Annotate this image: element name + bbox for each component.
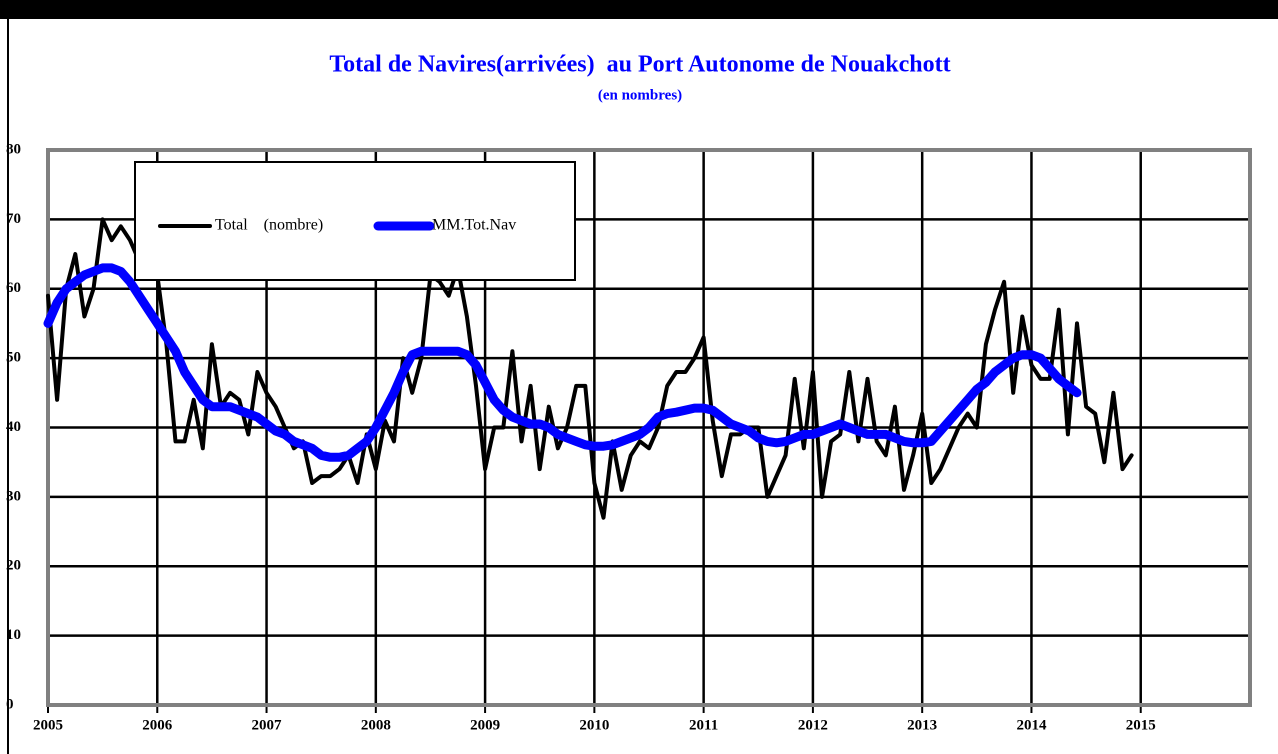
- legend-box: [134, 161, 576, 281]
- x-tick-label: 2012: [798, 717, 828, 733]
- x-tick-label: 2005: [33, 717, 63, 733]
- series-line: [46, 217, 1134, 520]
- x-tick-label: 2011: [689, 717, 718, 733]
- top-bar: [0, 0, 1278, 19]
- x-tick-label: 2010: [579, 717, 609, 733]
- x-tick-label: 2009: [470, 717, 500, 733]
- y-tick-label: 20: [6, 558, 21, 574]
- y-tick-label: 80: [6, 141, 21, 157]
- y-tick-label: 60: [6, 280, 21, 296]
- x-tick-label: 2014: [1016, 717, 1047, 733]
- chart-title: Total de Navires(arrivées) au Port Auton…: [329, 52, 950, 78]
- y-tick-label: 50: [6, 350, 21, 366]
- chart-subtitle: (en nombres): [598, 87, 682, 103]
- series-line: [43, 263, 1082, 462]
- legend-label: MM.Tot.Nav: [432, 217, 516, 234]
- plot-border: [46, 148, 1252, 707]
- y-tick-label: 40: [6, 419, 21, 435]
- x-tick-label: 2013: [907, 717, 937, 733]
- x-tick-label: 2008: [361, 717, 391, 733]
- x-tick-label: 2015: [1126, 717, 1156, 733]
- y-tick-label: 0: [6, 696, 14, 712]
- y-tick-label: 30: [6, 488, 21, 504]
- x-tick-label: 2007: [252, 717, 283, 733]
- y-tick-label: 70: [6, 211, 21, 227]
- legend-label: Total (nombre): [215, 217, 323, 234]
- x-tick-label: 2006: [142, 717, 173, 733]
- y-tick-label: 10: [6, 627, 21, 643]
